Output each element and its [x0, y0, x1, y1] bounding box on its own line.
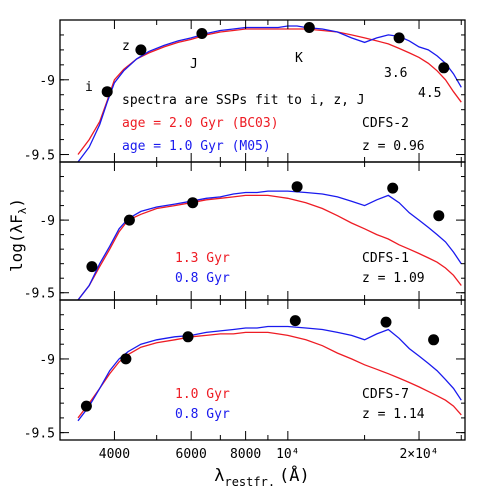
x-tick-label: 8000 [230, 447, 261, 462]
photometry-point [433, 210, 445, 222]
legend-blue-label: 0.8 Gyr [175, 271, 230, 286]
photometry-point [80, 400, 92, 412]
y-axis-label-main: log(λF [7, 214, 26, 272]
photometry-point [291, 181, 303, 193]
photometry-point [387, 182, 399, 194]
legend-red-label: 1.0 Gyr [175, 387, 230, 402]
photometry-point [428, 334, 440, 346]
x-tick-label: 6000 [176, 447, 207, 462]
photometry-point [86, 261, 98, 273]
y-tick-label: -9.5 [24, 427, 55, 442]
legend-blue-label: 0.8 Gyr [175, 407, 230, 422]
photometry-point [101, 86, 113, 98]
panel-frame [59, 299, 466, 441]
y-axis-label-sub: λ [16, 207, 29, 214]
redshift-label: z = 0.96 [362, 139, 425, 154]
photometry-point [135, 44, 147, 56]
x-tick-label: 10⁴ [276, 447, 299, 462]
y-tick-label: -9 [39, 74, 55, 89]
band-label: K [295, 51, 303, 66]
x-axis: 4000 6000 8000 10⁴ 2×10⁴ λrestfr. (Å) [99, 447, 439, 489]
y-tick-label: -9 [39, 214, 55, 229]
x-axis-label-sub: restfr. [224, 475, 275, 489]
panels-group: -9 -9.5 spectra are SSPs fit to i, z, J age… [24, 19, 466, 442]
spectrum-line-blue [77, 325, 462, 422]
y-tick-label: -9.5 [24, 149, 55, 164]
band-label: z [122, 39, 130, 54]
legend-red-label: age = 2.0 Gyr (BC03) [122, 116, 279, 131]
legend-red-label: 1.3 Gyr [175, 251, 230, 266]
object-label: CDFS-1 [362, 251, 409, 266]
spectrum-line-blue [77, 25, 462, 163]
photometry-point [187, 197, 199, 209]
fit-note: spectra are SSPs fit to i, z, J [122, 93, 365, 108]
object-label: CDFS-2 [362, 116, 409, 131]
photometry-point [289, 315, 301, 327]
panel-bottom: -9 -9.5 1.0 Gyr 0.8 Gyr CDFS-7 z = 1.14 [24, 299, 466, 442]
x-tick-label: 2×10⁴ [399, 447, 438, 462]
x-tick-label: 4000 [99, 447, 130, 462]
photometry-point [196, 28, 208, 39]
photometry-point [438, 62, 450, 74]
photometry-point [303, 22, 315, 33]
spectrum-line-red [77, 331, 462, 419]
y-tick-label: -9.5 [24, 287, 55, 302]
redshift-label: z = 1.09 [362, 271, 425, 286]
redshift-label: z = 1.14 [362, 407, 425, 422]
x-axis-label-unit: (Å) [279, 464, 310, 486]
band-label: 4.5 [418, 86, 441, 101]
y-axis-label: log(λFλ) [7, 198, 29, 272]
y-axis-label-close: ) [7, 198, 26, 208]
y-tick-label: -9 [39, 353, 55, 368]
x-tick-labels: 4000 6000 8000 10⁴ 2×10⁴ [99, 447, 439, 462]
photometry-point [120, 353, 132, 365]
legend-blue-label: age = 1.0 Gyr (M05) [122, 139, 271, 154]
x-axis-label-main: λ [214, 466, 224, 486]
object-label: CDFS-7 [362, 387, 409, 402]
photometry-point [182, 331, 194, 343]
photometry-point [123, 214, 135, 226]
band-label: J [190, 57, 198, 72]
photometry-point [380, 316, 392, 328]
spectrum-line-red [77, 28, 462, 155]
panel-middle: -9 -9.5 1.3 Gyr 0.8 Gyr CDFS-1 z = 1.09 [24, 161, 466, 302]
band-label: 3.6 [384, 66, 407, 81]
x-axis-label: λrestfr. (Å) [214, 464, 310, 489]
band-label: i [85, 80, 93, 95]
photometry-point [393, 32, 405, 44]
panel-top: -9 -9.5 spectra are SSPs fit to i, z, J age… [24, 19, 466, 164]
